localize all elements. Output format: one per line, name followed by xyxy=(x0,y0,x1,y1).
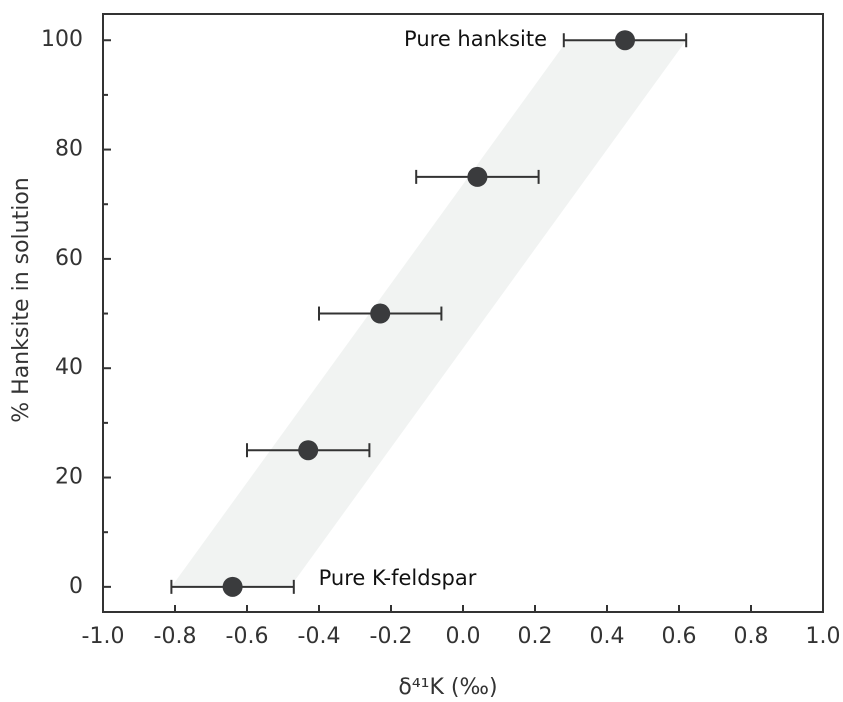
x-tick-label: 0.8 xyxy=(734,624,769,649)
x-axis-label: δ⁴¹K (‰) xyxy=(398,675,497,700)
point xyxy=(222,576,243,597)
x-tick-label: 1.0 xyxy=(806,624,841,649)
y-tick-label: 20 xyxy=(55,465,83,490)
x-tick-label: -1.0 xyxy=(82,624,125,649)
point xyxy=(298,440,319,461)
point xyxy=(615,30,635,51)
x-tick-label: 0.4 xyxy=(590,624,625,649)
x-tick-label: 0.2 xyxy=(518,624,553,649)
x-tick-label: 0.6 xyxy=(662,624,697,649)
point xyxy=(370,303,391,324)
y-tick-label: 60 xyxy=(55,246,83,271)
y-tick-label: 40 xyxy=(55,355,83,380)
annotation: Pure K-feldspar xyxy=(319,566,477,590)
annotation: Pure hanksite xyxy=(404,27,547,51)
x-tick-label: -0.2 xyxy=(370,624,413,649)
y-axis-label: % Hanksite in solution xyxy=(9,177,34,423)
x-tick-label: 0.0 xyxy=(446,624,481,649)
y-tick-label: 100 xyxy=(41,27,83,52)
y-tick-label: 0 xyxy=(69,574,83,599)
x-tick-label: -0.8 xyxy=(154,624,197,649)
x-tick-label: -0.6 xyxy=(226,624,269,649)
point xyxy=(467,166,488,187)
y-tick-label: 80 xyxy=(55,137,83,162)
x-tick-label: -0.4 xyxy=(298,624,341,649)
